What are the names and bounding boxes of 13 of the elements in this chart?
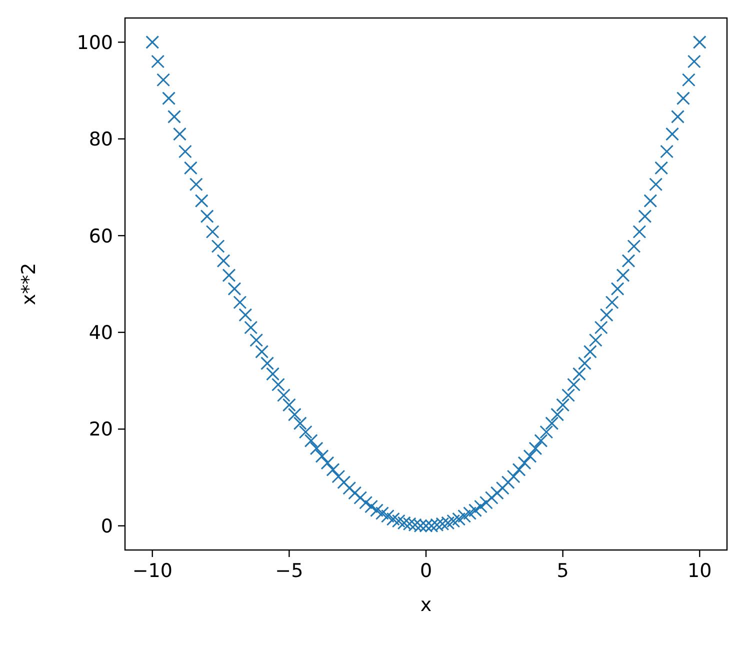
x-tick-label: −5 bbox=[275, 560, 304, 582]
y-tick-label: 100 bbox=[76, 32, 113, 54]
x-axis-title: x bbox=[420, 594, 432, 616]
x-tick-label: 5 bbox=[556, 560, 569, 582]
y-tick-label: 60 bbox=[88, 225, 113, 248]
x-tick-label: −10 bbox=[132, 560, 172, 582]
x-tick-label: 0 bbox=[420, 560, 432, 582]
y-tick-label: 80 bbox=[88, 128, 113, 151]
y-axis-title: x**2 bbox=[18, 262, 40, 306]
y-tick-label: 0 bbox=[100, 515, 113, 538]
y-tick-label: 40 bbox=[88, 322, 113, 344]
y-tick-label: 20 bbox=[88, 418, 113, 441]
x-tick-label: 10 bbox=[688, 560, 712, 582]
